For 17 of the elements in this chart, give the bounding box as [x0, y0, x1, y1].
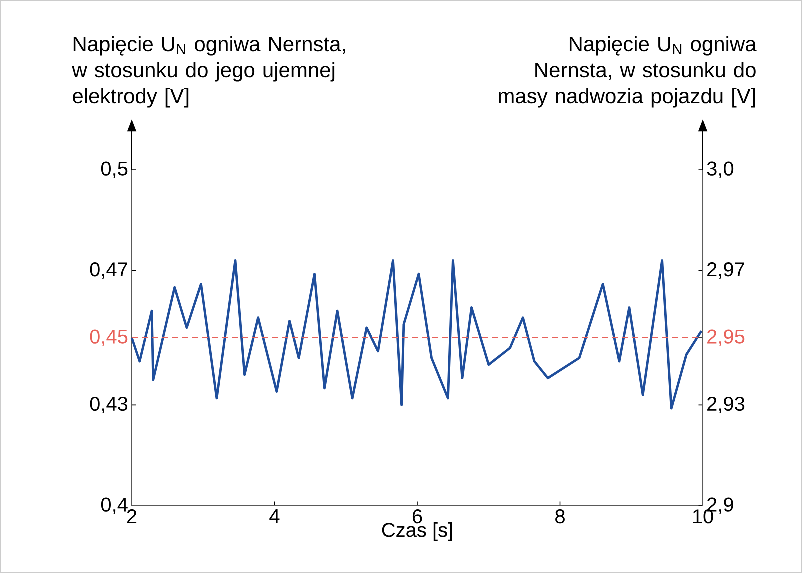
x-tick-label: 2: [127, 510, 137, 524]
y-tick-label: 0,5: [101, 162, 128, 178]
y-tick-label: 0,45: [90, 330, 128, 346]
y-axis-title: Napięcie U$_{N}$ ogniwa Nernsta, w stosunku do jego ujemnej elektrody [V]: [72, 36, 346, 108]
x-tick-label: 6: [412, 510, 422, 524]
x-tick-label: 8: [556, 510, 565, 524]
y2-tick-label: 2,97: [708, 262, 744, 280]
x-tick-label: 4: [270, 510, 280, 524]
y-tick-label: 0,43: [90, 396, 128, 414]
y2-tick-label: 2,95: [708, 330, 745, 346]
y2-tick-label: 2,93: [708, 396, 745, 414]
x-axis-title: Czas [s]: [382, 522, 452, 542]
y-tick-label: 0,4: [101, 498, 128, 514]
y-tick-label: 0,47: [90, 262, 128, 280]
y2-axis-title: Napięcie U$_{N}$ ogniwa Nernsta, w stosunku do masy nadwozia pojazdu [V]: [499, 36, 757, 108]
y2-tick-label: 3,0: [707, 162, 734, 178]
line-series: [130, 260, 703, 410]
